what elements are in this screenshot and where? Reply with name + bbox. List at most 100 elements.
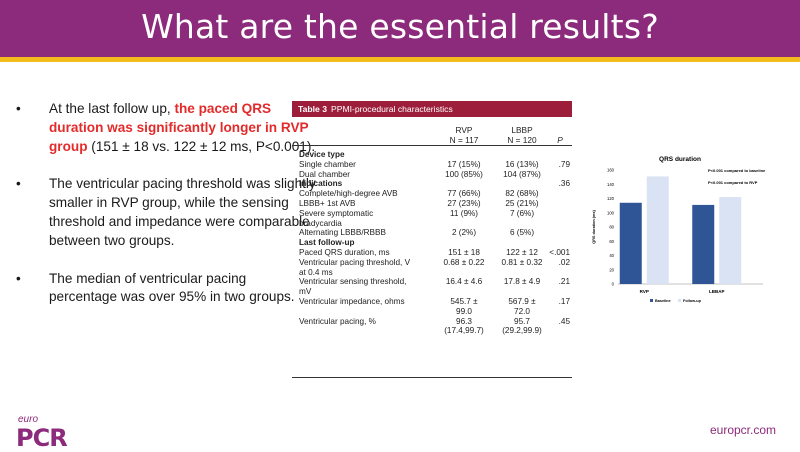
table-cell: Alternating LBBB/RBBB (299, 228, 386, 238)
table-cell: 77 (66%) (447, 189, 481, 199)
logo-euro-text: euro (18, 414, 39, 425)
bullet-dot: • (16, 176, 21, 192)
legend-swatch (678, 299, 681, 302)
table-section-row: Indications .36 (292, 179, 572, 189)
table-cell: 567.9 ± (508, 296, 536, 306)
table-caption-text: PPMI-procedural characteristics (330, 104, 453, 114)
table-cell: 7 (6%) (509, 208, 535, 218)
bar-follow-up-lbbap (719, 197, 742, 284)
col-lbbp-n: N = 120 (507, 135, 537, 145)
table-cell: Indications (299, 179, 343, 189)
table-cell: .79 (558, 159, 570, 169)
table-row: Ventricular pacing, % 96.3 95.7 .45 (292, 317, 572, 327)
table-row: Complete/high-degree AVB 77 (66%) 82 (68%) (292, 189, 572, 199)
bullet-highlight: the paced QRS duration was significantly… (49, 101, 309, 154)
bullet-dot: • (16, 101, 21, 116)
table-cell: Ventricular sensing threshold, (299, 277, 407, 287)
table-cell: 2 (2%) (451, 228, 477, 238)
table-cell: Ventricular pacing threshold, V (299, 257, 411, 267)
table-cell: Severe symptomatic (299, 208, 374, 218)
table-column-headers: RVP N = 117 LBBP N = 120 P (292, 117, 572, 146)
bullet-list: • At the last follow up, the paced QRS d… (16, 100, 316, 326)
logo-pcr-text: PCR (16, 424, 68, 452)
table-row: bradycardia (292, 219, 572, 229)
y-tick-label: 80 (609, 225, 614, 230)
chart-ylabel: QRS duration (ms) (592, 209, 596, 243)
table-cell: <.001 (549, 247, 570, 257)
table-cell: 151 ± 18 (448, 247, 480, 257)
table-caption: Table 3 PPMI-procedural characteristics (292, 101, 572, 117)
bar-follow-up-rvp (646, 176, 669, 284)
legend-swatch (650, 299, 653, 302)
bullet-item: • The ventricular pacing threshold was s… (16, 175, 316, 250)
y-tick-label: 160 (607, 168, 615, 173)
y-tick-label: 20 (609, 267, 614, 272)
table-cell: 96.3 (456, 316, 472, 326)
legend-label: Baseline (655, 299, 671, 303)
table-cell: .21 (558, 277, 570, 287)
table-cell: (17.4,99.7) (444, 326, 484, 336)
chart-title: QRS duration (659, 156, 701, 163)
col-lbbp: LBBP (511, 125, 533, 135)
y-tick-label: 0 (612, 282, 615, 287)
bar-baseline-lbbap (692, 204, 715, 284)
table-cell: Ventricular impedance, ohms (299, 296, 405, 306)
table-row: Single chamber 17 (15%) 16 (13%) .79 (292, 160, 572, 170)
table-row: mV (292, 287, 572, 297)
table-cell: 95.7 (514, 316, 530, 326)
table-cell: mV (299, 287, 312, 297)
x-tick-label: LBBAP (709, 289, 725, 294)
bullet-item: • The median of ventricular pacing perce… (16, 270, 316, 308)
table-row: at 0.4 ms (292, 268, 572, 278)
table-row: LBBB+ 1st AVB 27 (23%) 25 (21%) (292, 199, 572, 209)
slide-title: What are the essential results? (141, 7, 659, 46)
table-cell: 17 (15%) (447, 159, 481, 169)
table-cell: Dual chamber (299, 169, 350, 179)
table-cell: 27 (23%) (447, 198, 481, 208)
y-tick-label: 100 (607, 210, 615, 215)
chart-annotation: P<0.001 compared to RVP (708, 180, 758, 185)
chart-annotation: P<0.001 compared to baseline (708, 168, 766, 173)
title-bar (0, 0, 800, 57)
table-cell: 100 (85%) (445, 169, 483, 179)
y-tick-label: 60 (609, 239, 614, 244)
table-label: Table 3 (298, 104, 327, 114)
table-cell: Last follow-up (299, 238, 355, 248)
table-row: Ventricular pacing threshold, V 0.68 ± 0.… (292, 258, 572, 268)
table-row: (17.4,99.7) (29.2,99.9) (292, 326, 572, 336)
bar-baseline-rvp (619, 202, 642, 284)
bullet-text-end: (151 ± 18 vs. 122 ± 12 ms, P<0.001). (87, 138, 316, 154)
table-bottom-rule (292, 377, 572, 378)
table-cell: 72.0 (514, 306, 530, 316)
bullet-text: The ventricular pacing threshold was sli… (49, 176, 316, 248)
table-cell: Paced QRS duration, ms (299, 247, 390, 257)
table-cell: Complete/high-degree AVB (299, 189, 398, 199)
table-section-row: Device type (292, 150, 572, 160)
table-cell: Single chamber (299, 159, 356, 169)
col-rvp-n: N = 117 (449, 135, 479, 145)
y-tick-label: 120 (607, 196, 615, 201)
y-tick-label: 40 (609, 253, 614, 258)
table-cell: 122 ± 12 (506, 247, 538, 257)
table-cell: .02 (558, 257, 570, 267)
table-cell: .45 (558, 316, 570, 326)
table-cell: at 0.4 ms (299, 267, 333, 277)
results-table: Table 3 PPMI-procedural characteristics R… (292, 101, 572, 378)
table-cell: 0.81 ± 0.32 (501, 257, 543, 267)
legend-label: Follow-up (683, 299, 702, 303)
table-cell: 82 (68%) (505, 189, 539, 199)
table-row: Alternating LBBB/RBBB 2 (2%) 6 (5%) (292, 228, 572, 238)
col-rvp: RVP (455, 125, 473, 135)
table-row: Paced QRS duration, ms 151 ± 18 122 ± 12 <.… (292, 248, 572, 258)
table-body: Device type Single chamber 17 (15%) 16 (13%… (292, 146, 572, 336)
footer-url[interactable]: europcr.com (709, 423, 776, 437)
table-cell: 6 (5%) (509, 228, 535, 238)
table-cell: (29.2,99.9) (502, 326, 542, 336)
qrs-duration-chart: QRS duration QRS duration (ms) 0 20 40 60 80 10… (592, 156, 766, 303)
bullet-item: • At the last follow up, the paced QRS d… (16, 100, 316, 156)
title-underline (0, 57, 800, 62)
table-cell: 0.68 ± 0.22 (443, 257, 485, 267)
table-row: Dual chamber 100 (85%) 104 (87%) (292, 170, 572, 180)
table-cell: 545.7 ± (450, 296, 478, 306)
table-cell: Ventricular pacing, % (299, 316, 376, 326)
